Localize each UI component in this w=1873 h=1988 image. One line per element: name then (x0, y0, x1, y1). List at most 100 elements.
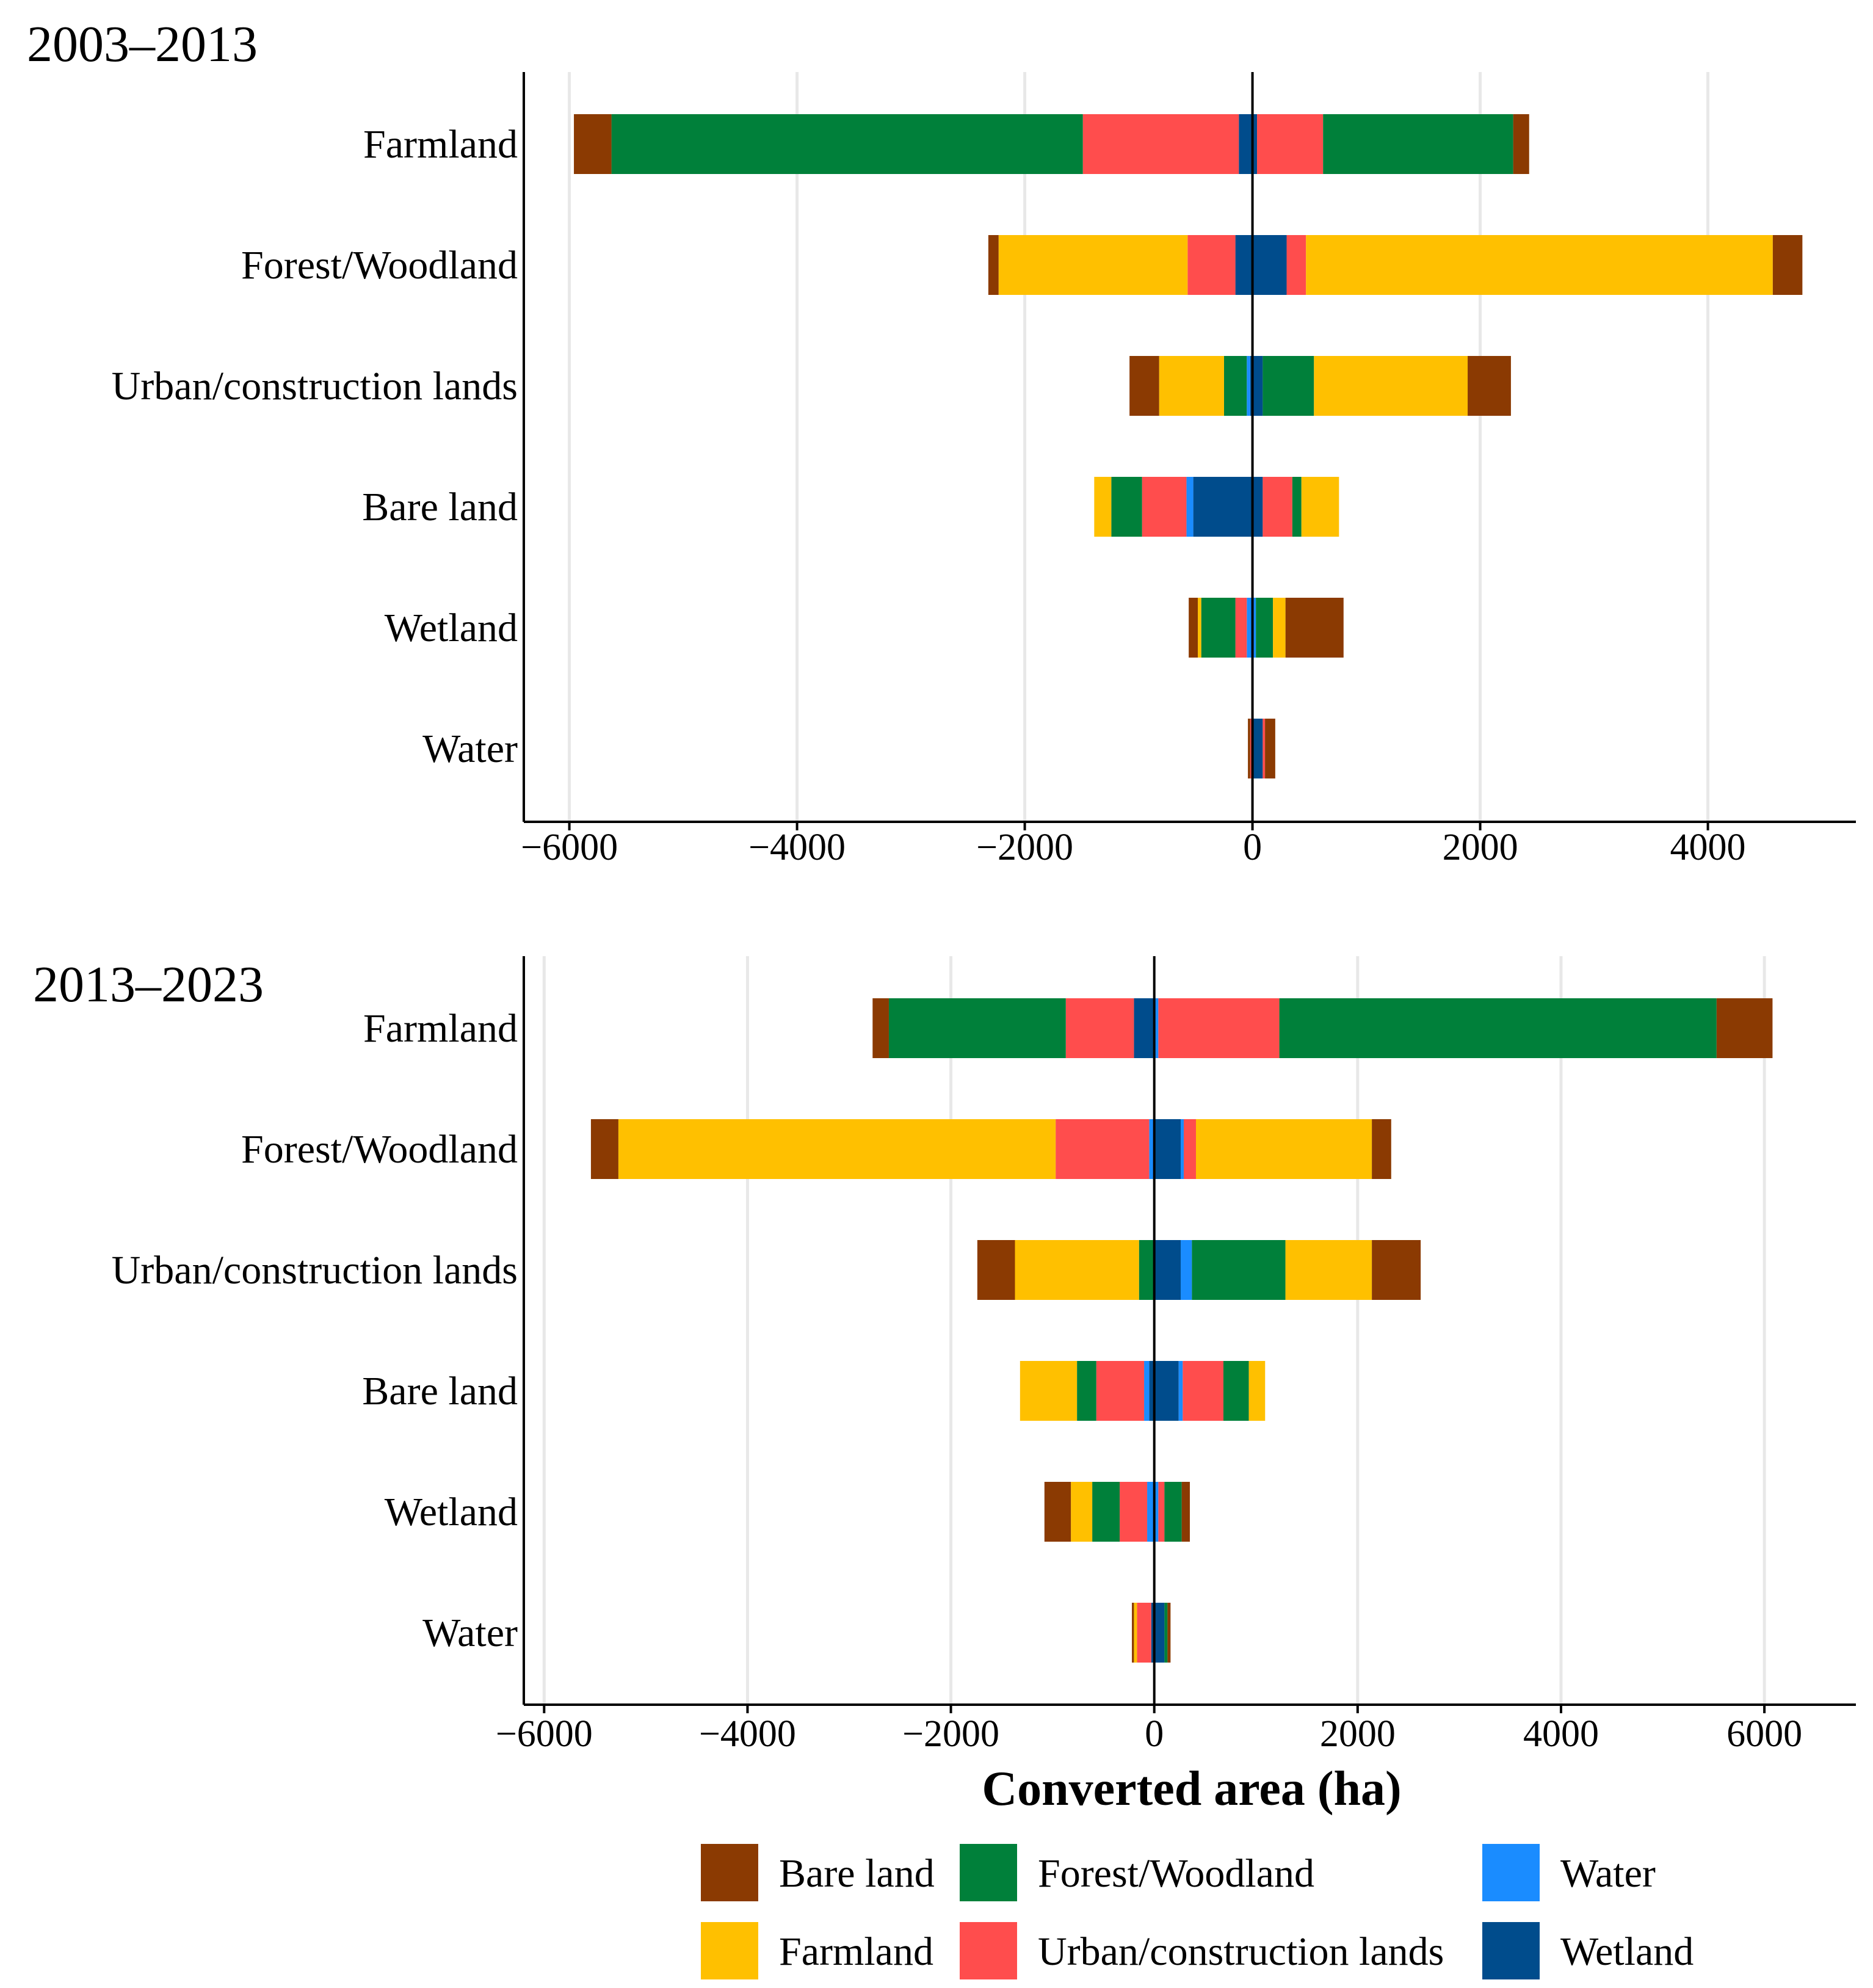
x-tick-label-0-5: 4000 (1670, 827, 1746, 868)
bar-segment-0-4-pos-3 (1285, 598, 1344, 658)
bar-segment-1-1-pos-3 (1195, 1119, 1372, 1179)
bar-segment-1-0-neg-3 (872, 998, 889, 1058)
bar-segment-1-0-pos-0 (1154, 998, 1159, 1058)
category-label-0-1: Forest/Woodland (241, 243, 518, 288)
bar-segment-0-1-neg-1 (1187, 235, 1236, 295)
legend-swatch-4 (960, 1922, 1017, 1979)
bar-segment-0-1-neg-0 (1235, 235, 1253, 295)
bar-segment-1-1-neg-2 (618, 1119, 1056, 1179)
bar-segment-0-3-neg-1 (1186, 477, 1194, 537)
bar-segment-1-3-neg-3 (1077, 1361, 1096, 1421)
bar-segment-0-1-pos-3 (1772, 235, 1803, 295)
panel-title-1: 2013–2023 (33, 956, 264, 1013)
bar-segment-1-4-pos-1 (1158, 1482, 1165, 1542)
x-tick-label-1-2: −2000 (902, 1713, 999, 1755)
bar-segment-0-0-neg-1 (1082, 114, 1239, 174)
x-tick-label-0-4: 2000 (1443, 827, 1518, 868)
bar-segment-0-5-pos-2 (1265, 719, 1275, 778)
bar-segment-1-2-neg-1 (1015, 1240, 1139, 1300)
category-label-1-4: Wetland (385, 1490, 518, 1534)
bar-segment-1-3-pos-1 (1178, 1361, 1183, 1421)
x-tick-label-0-3: 0 (1243, 827, 1262, 868)
category-label-1-0: Farmland (363, 1006, 518, 1051)
bar-segment-0-2-neg-4 (1129, 356, 1159, 416)
bar-segment-0-0-pos-3 (1513, 114, 1529, 174)
x-axis-title: Converted area (ha) (982, 1762, 1401, 1816)
bar-segment-1-0-neg-1 (1065, 998, 1134, 1058)
bar-segment-1-4-pos-0 (1154, 1482, 1159, 1542)
bar-segment-1-0-neg-2 (888, 998, 1066, 1058)
bar-segment-1-4-neg-3 (1071, 1482, 1093, 1542)
bar-segment-0-3-neg-4 (1094, 477, 1112, 537)
bar-segment-0-2-pos-2 (1314, 356, 1468, 416)
x-tick-label-0-2: −2000 (976, 827, 1073, 868)
bar-segment-0-2-pos-3 (1468, 356, 1511, 416)
x-tick-label-1-5: 4000 (1523, 1713, 1599, 1755)
bar-segment-1-4-neg-1 (1120, 1482, 1148, 1542)
bar-segment-1-4-pos-3 (1181, 1482, 1190, 1542)
bar-segment-1-3-neg-4 (1020, 1361, 1078, 1421)
bar-segment-0-4-neg-1 (1235, 598, 1247, 658)
bar-segment-1-3-neg-2 (1096, 1361, 1145, 1421)
bar-segment-0-4-pos-1 (1256, 598, 1273, 658)
bar-segment-1-2-pos-0 (1154, 1240, 1181, 1300)
bar-segment-1-1-pos-4 (1372, 1119, 1391, 1179)
bar-segment-1-4-neg-0 (1147, 1482, 1154, 1542)
bar-segment-0-0-neg-0 (1239, 114, 1253, 174)
bar-segment-0-4-neg-2 (1201, 598, 1236, 658)
bar-segment-1-1-pos-1 (1181, 1119, 1184, 1179)
bar-segment-1-5-pos-2 (1167, 1603, 1171, 1663)
bar-segment-0-5-pos-1 (1263, 719, 1266, 778)
legend-swatch-2 (1482, 1844, 1540, 1901)
category-label-1-5: Water (422, 1611, 518, 1655)
bar-segment-0-4-pos-2 (1273, 598, 1286, 658)
bar-segment-1-3-neg-1 (1144, 1361, 1150, 1421)
bar-segment-1-0-pos-1 (1158, 998, 1280, 1058)
legend-swatch-5 (1482, 1922, 1540, 1979)
bar-segment-0-0-pos-1 (1257, 114, 1324, 174)
bar-segment-1-3-pos-3 (1223, 1361, 1249, 1421)
category-label-0-2: Urban/construction lands (112, 364, 518, 408)
bar-segment-1-2-pos-3 (1285, 1240, 1372, 1300)
bar-segment-1-4-neg-2 (1092, 1482, 1120, 1542)
bar-segment-1-4-neg-4 (1044, 1482, 1071, 1542)
legend-label-2: Water (1560, 1851, 1656, 1896)
bar-segment-0-1-pos-2 (1306, 235, 1773, 295)
bar-segment-0-4-neg-4 (1189, 598, 1198, 658)
bar-segment-0-3-neg-0 (1193, 477, 1253, 537)
legend-label-3: Farmland (779, 1929, 933, 1974)
bar-segment-1-5-neg-1 (1137, 1603, 1151, 1663)
bar-segment-1-0-pos-2 (1279, 998, 1717, 1058)
bar-segment-1-4-pos-2 (1164, 1482, 1182, 1542)
bar-segment-0-0-pos-0 (1252, 114, 1258, 174)
bar-segment-1-2-pos-4 (1372, 1240, 1421, 1300)
bar-segment-0-2-pos-0 (1252, 356, 1263, 416)
bar-segment-0-0-pos-2 (1323, 114, 1513, 174)
bar-segment-1-5-pos-0 (1154, 1603, 1165, 1663)
bar-segment-0-3-neg-3 (1111, 477, 1142, 537)
category-label-1-1: Forest/Woodland (241, 1127, 518, 1172)
bar-segment-1-5-neg-0 (1151, 1603, 1154, 1663)
x-tick-label-1-6: 6000 (1726, 1713, 1802, 1755)
x-tick-label-1-0: −6000 (496, 1713, 593, 1755)
legend-label-1: Forest/Woodland (1038, 1851, 1314, 1896)
bar-segment-0-0-neg-2 (611, 114, 1083, 174)
bar-segment-0-2-neg-3 (1159, 356, 1224, 416)
bar-segment-1-2-neg-2 (977, 1240, 1015, 1300)
legend-swatch-0 (701, 1844, 758, 1901)
bar-segment-0-4-pos-0 (1252, 598, 1256, 658)
bar-segment-0-5-pos-0 (1252, 719, 1263, 778)
category-label-0-0: Farmland (363, 122, 518, 167)
bar-segment-0-4-neg-3 (1198, 598, 1201, 658)
bar-segment-1-3-pos-2 (1183, 1361, 1223, 1421)
bar-segment-0-3-pos-1 (1263, 477, 1292, 537)
bar-segment-0-3-pos-3 (1301, 477, 1339, 537)
legend-label-5: Wetland (1560, 1929, 1694, 1974)
bar-segment-1-1-neg-0 (1149, 1119, 1154, 1179)
bar-segment-0-2-neg-2 (1223, 356, 1247, 416)
bar-segment-1-3-pos-0 (1154, 1361, 1179, 1421)
bar-segment-0-3-pos-0 (1252, 477, 1263, 537)
bar-segment-1-1-pos-0 (1154, 1119, 1181, 1179)
bar-segment-1-3-neg-0 (1149, 1361, 1154, 1421)
